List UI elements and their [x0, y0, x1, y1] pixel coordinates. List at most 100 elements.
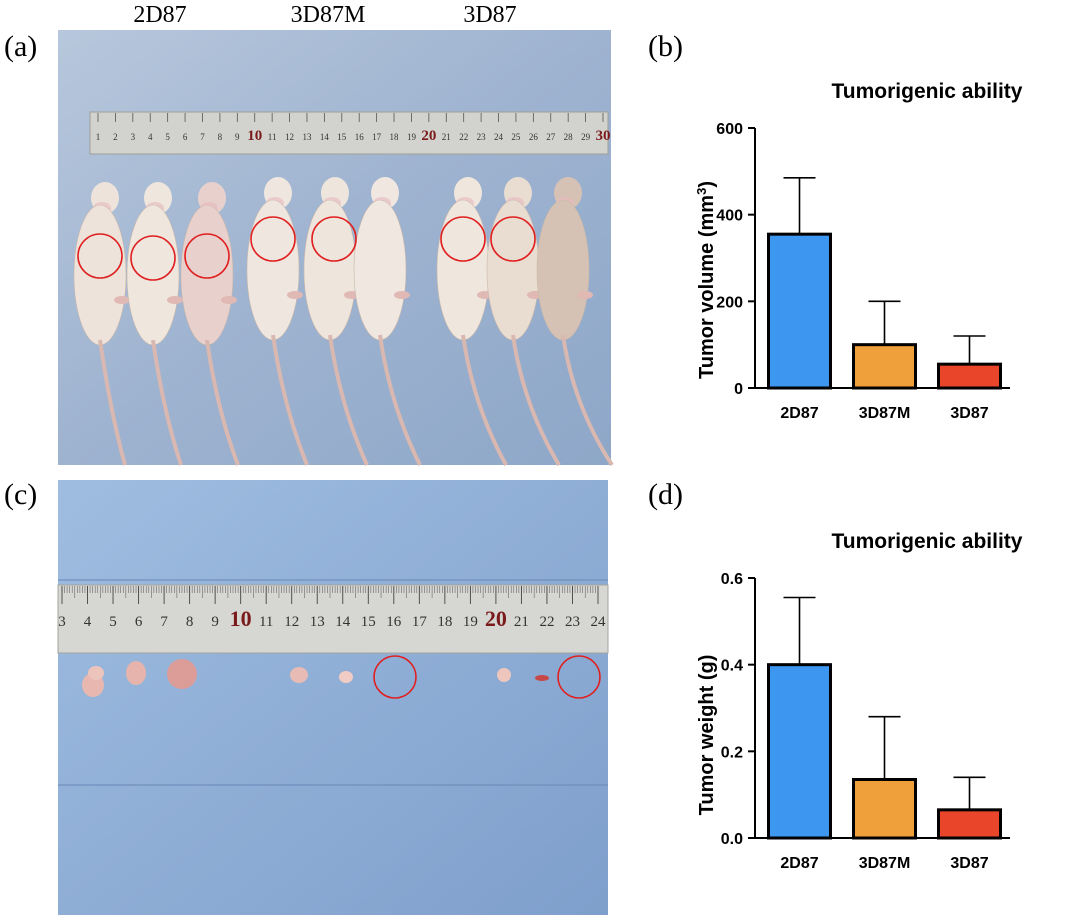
ruler-tick-label: 2 — [113, 132, 118, 142]
ruler-tick-label: 11 — [268, 132, 277, 142]
chart-title: Tumorigenic ability — [832, 80, 1023, 103]
ruler-tick-label: 17 — [412, 614, 428, 630]
ruler-tick-label: 20 — [485, 606, 507, 631]
bar-3d87m — [852, 778, 917, 840]
ruler-tick-label: 11 — [259, 614, 273, 630]
y-axis-title: Tumor volume (mm3) — [694, 181, 718, 379]
y-tick-label: 400 — [716, 208, 743, 225]
ruler-tick-label: 25 — [511, 132, 521, 142]
tumor-circle — [250, 216, 296, 262]
ruler-tick-label: 28 — [564, 132, 574, 142]
y-tick-label: 0.6 — [721, 571, 743, 588]
ruler-tick-label: 19 — [463, 614, 478, 630]
mouse — [73, 182, 130, 466]
y-tick-label: 200 — [716, 294, 743, 311]
ruler-tick-label: 10 — [230, 606, 252, 631]
tumor-circle — [130, 235, 176, 281]
mouse — [436, 177, 508, 466]
ruler-tick-label: 30 — [596, 128, 611, 144]
ruler-tick-label: 7 — [160, 614, 168, 630]
mouse — [536, 177, 614, 467]
ruler-tick-label: 24 — [591, 614, 607, 630]
chart-title: Tumorigenic ability — [832, 530, 1023, 553]
bar-3d87 — [937, 808, 1002, 840]
ruler-tick-label: 26 — [529, 132, 539, 142]
mouse — [303, 177, 369, 466]
ruler-tick-label: 23 — [477, 132, 487, 142]
group-label-3d87m: 3D87M — [290, 2, 366, 28]
tumor-circle — [311, 216, 357, 262]
y-tick-label: 0 — [734, 381, 743, 398]
tumor-circle — [77, 233, 123, 279]
panel-label-a: (a) — [4, 30, 38, 63]
y-tick-label: 0.0 — [721, 831, 743, 848]
tumor-volume-chart: Tumorigenic ability Tumor volume (mm3) 0… — [694, 80, 1023, 422]
cloth-background — [58, 480, 608, 915]
ruler-tick-label: 9 — [235, 132, 240, 142]
ruler-tick-label: 21 — [514, 614, 529, 630]
category-label: 2D87 — [780, 405, 818, 422]
empty-tumor-circle — [557, 655, 601, 699]
ruler-tick-label: 5 — [109, 614, 117, 630]
ruler-tick-label: 17 — [372, 132, 382, 142]
tumors-photo: 3 4 5 6 7 8 9 10 11 12 13 14 15 16 17 18 19 20 21 22 23 24 — [57, 480, 609, 915]
ruler-tick-label: 19 — [407, 132, 417, 142]
ruler-tick-label: 22 — [539, 614, 554, 630]
tumor-circle — [184, 233, 230, 279]
ruler-tick-label: 16 — [355, 132, 365, 142]
ruler-tick-label: 13 — [310, 614, 325, 630]
empty-tumor-circle — [373, 655, 417, 699]
category-label: 2D87 — [780, 855, 818, 872]
ruler-tick-label: 27 — [546, 132, 556, 142]
bar-3d87 — [937, 362, 1002, 390]
ruler-tick-label: 3 — [58, 614, 66, 630]
ruler-tick-label: 15 — [337, 132, 347, 142]
ruler-tick-label: 6 — [135, 614, 143, 630]
mouse — [180, 182, 240, 466]
ruler-tick-label: 13 — [302, 132, 312, 142]
ruler-tick-label: 29 — [581, 132, 591, 142]
category-label: 3D87M — [859, 855, 911, 872]
ruler-tick-label: 5 — [165, 132, 170, 142]
ruler-tick-label: 12 — [284, 614, 299, 630]
ruler-tick-label: 4 — [84, 614, 92, 630]
ruler-tick-label: 14 — [335, 614, 351, 630]
ruler-tick-label: 3 — [131, 132, 136, 142]
ruler-tick-label: 23 — [565, 614, 580, 630]
ruler-tick-label: 10 — [247, 128, 262, 144]
ruler-a: 1 2 3 4 5 6 7 8 9 10 11 12 13 14 15 16 17 18 19 20 21 22 23 24 2… — [89, 111, 611, 155]
y-tick-label: 0.4 — [721, 658, 743, 675]
ruler-tick-label: 6 — [183, 132, 188, 142]
category-label: 3D87M — [859, 405, 911, 422]
tumor-circle — [490, 216, 536, 262]
ruler-tick-label: 8 — [218, 132, 223, 142]
ruler-tick-label: 22 — [459, 132, 468, 142]
ruler-c: 3 4 5 6 7 8 9 10 11 12 13 14 15 16 17 18 19 20 21 22 23 24 — [57, 584, 609, 654]
bar-2d87 — [767, 663, 832, 840]
y-axis-title: Tumor weight (g) — [696, 655, 718, 816]
ruler-tick-label: 12 — [285, 132, 294, 142]
ruler-tick-label: 8 — [186, 614, 194, 630]
y-tick-label: 600 — [716, 121, 743, 138]
ruler-tick-label: 18 — [390, 132, 400, 142]
bar-3d87m — [852, 343, 917, 390]
ruler-tick-label: 18 — [437, 614, 452, 630]
ruler-tick-label: 15 — [361, 614, 376, 630]
panel-label-b: (b) — [648, 30, 683, 63]
ruler-tick-label: 24 — [494, 132, 504, 142]
ruler-tick-label: 14 — [320, 132, 330, 142]
group-label-2d87: 2D87 — [133, 2, 187, 28]
tumor-samples — [82, 659, 549, 697]
ruler-tick-label: 4 — [148, 132, 153, 142]
panel-label-d: (d) — [648, 478, 683, 511]
panel-label-c: (c) — [4, 478, 38, 511]
mice-photo: 1 2 3 4 5 6 7 8 9 10 11 12 13 14 15 16 17 18 19 20 21 22 23 24 2… — [58, 30, 614, 467]
ruler-tick-label: 1 — [96, 132, 101, 142]
category-label: 3D87 — [950, 405, 988, 422]
ruler-tick-label: 16 — [386, 614, 402, 630]
category-label: 3D87 — [950, 855, 988, 872]
mouse — [486, 177, 561, 467]
ruler-tick-label: 7 — [200, 132, 205, 142]
mouse — [246, 177, 309, 466]
ruler-tick-label: 20 — [421, 128, 436, 144]
